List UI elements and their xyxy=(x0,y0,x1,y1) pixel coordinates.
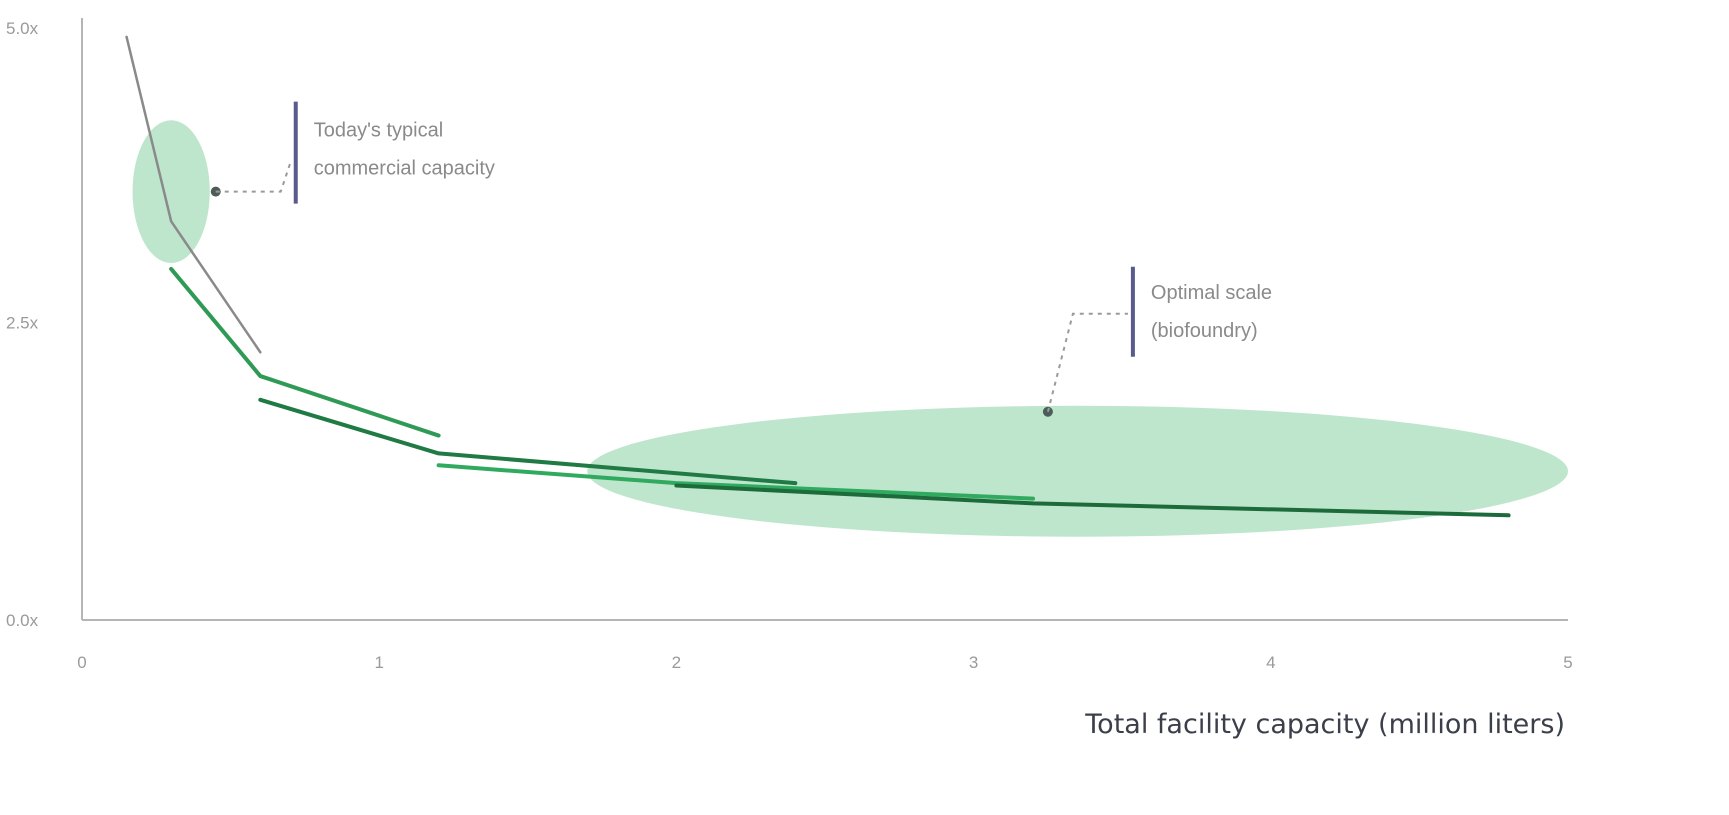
x-tick-label: 0 xyxy=(77,653,86,672)
y-tick-label: 2.5x xyxy=(6,314,39,333)
annotation-text: Today's typical xyxy=(314,120,443,142)
x-tick-label: 4 xyxy=(1266,653,1275,672)
shaded-region-0 xyxy=(132,120,210,263)
series-line-0 xyxy=(125,35,262,354)
series-line-1 xyxy=(169,266,441,438)
axes xyxy=(81,18,1568,621)
x-tick-label: 5 xyxy=(1563,653,1572,672)
y-tick-labels: 0.0x 2.5x 5.0x xyxy=(6,19,39,630)
x-tick-label: 2 xyxy=(672,653,681,672)
annotations: Today's typical commercial capacity Optima… xyxy=(210,101,1272,417)
series-lines xyxy=(125,35,1511,518)
x-tick-label: 3 xyxy=(969,653,978,672)
shaded-region-1 xyxy=(587,405,1568,537)
annotation-leader xyxy=(215,161,292,193)
series-line-4 xyxy=(674,483,1511,518)
annotation-text: Optimal scale xyxy=(1151,282,1272,304)
x-axis-label: Total facility capacity (million liters) xyxy=(1084,709,1565,740)
annotation-text: (biofoundry) xyxy=(1151,320,1258,342)
x-tick-labels: 0 1 2 3 4 5 xyxy=(77,653,1572,672)
shaded-regions xyxy=(132,120,1568,537)
series-line-2 xyxy=(258,397,798,486)
series-line-3 xyxy=(436,463,1036,501)
y-tick-label: 5.0x xyxy=(6,19,39,38)
x-tick-label: 1 xyxy=(374,653,383,672)
y-tick-label: 0.0x xyxy=(6,611,39,630)
annotation-text: commercial capacity xyxy=(314,158,495,180)
annotation-leader xyxy=(1046,312,1128,412)
